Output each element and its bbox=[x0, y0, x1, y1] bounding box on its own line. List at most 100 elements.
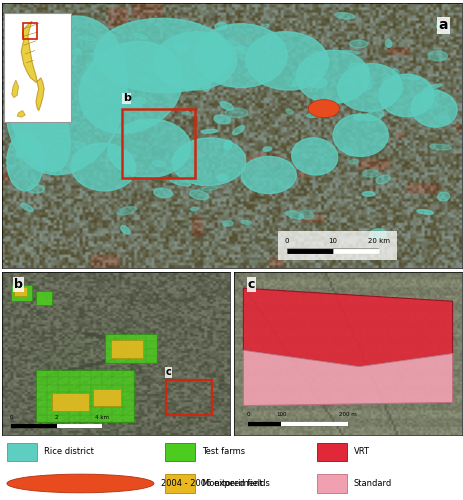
Text: a: a bbox=[438, 18, 447, 32]
Bar bbox=[23, 24, 37, 38]
Text: Monitored fields: Monitored fields bbox=[202, 479, 269, 488]
Circle shape bbox=[307, 100, 339, 117]
Ellipse shape bbox=[90, 52, 106, 56]
Ellipse shape bbox=[217, 174, 227, 181]
Ellipse shape bbox=[362, 170, 378, 177]
Text: Standard: Standard bbox=[353, 479, 391, 488]
Ellipse shape bbox=[127, 102, 142, 108]
Polygon shape bbox=[21, 21, 44, 110]
Ellipse shape bbox=[6, 16, 127, 174]
Text: 0: 0 bbox=[284, 238, 289, 244]
Ellipse shape bbox=[141, 64, 154, 72]
Text: VRT: VRT bbox=[353, 448, 369, 456]
Ellipse shape bbox=[262, 147, 271, 152]
Ellipse shape bbox=[8, 72, 70, 172]
Ellipse shape bbox=[332, 114, 388, 156]
Ellipse shape bbox=[27, 184, 44, 193]
Ellipse shape bbox=[169, 178, 190, 186]
Ellipse shape bbox=[224, 140, 231, 150]
Text: 200 m: 200 m bbox=[338, 412, 356, 417]
Text: 100: 100 bbox=[275, 412, 286, 417]
Ellipse shape bbox=[219, 102, 233, 110]
Ellipse shape bbox=[108, 120, 190, 178]
Ellipse shape bbox=[63, 57, 75, 62]
Ellipse shape bbox=[241, 156, 296, 194]
Bar bbox=[316, 442, 346, 462]
Ellipse shape bbox=[48, 78, 62, 88]
Ellipse shape bbox=[334, 12, 354, 19]
Text: c: c bbox=[247, 278, 255, 291]
Ellipse shape bbox=[88, 84, 100, 89]
Ellipse shape bbox=[128, 97, 146, 106]
Ellipse shape bbox=[363, 110, 383, 120]
Polygon shape bbox=[52, 392, 88, 410]
Ellipse shape bbox=[349, 160, 358, 164]
Ellipse shape bbox=[225, 108, 247, 118]
Ellipse shape bbox=[384, 40, 391, 48]
Ellipse shape bbox=[182, 78, 193, 84]
Ellipse shape bbox=[142, 76, 151, 84]
Ellipse shape bbox=[433, 115, 449, 124]
Ellipse shape bbox=[174, 43, 189, 52]
Ellipse shape bbox=[245, 32, 328, 90]
Ellipse shape bbox=[71, 143, 135, 191]
Ellipse shape bbox=[79, 42, 182, 134]
Text: Rice district: Rice district bbox=[44, 448, 94, 456]
Ellipse shape bbox=[337, 64, 401, 112]
Ellipse shape bbox=[391, 68, 398, 75]
Bar bbox=[121, 108, 195, 178]
Ellipse shape bbox=[234, 46, 245, 50]
Ellipse shape bbox=[16, 151, 22, 158]
Ellipse shape bbox=[181, 112, 190, 114]
Ellipse shape bbox=[172, 138, 245, 186]
Text: c: c bbox=[165, 367, 171, 377]
Bar bbox=[165, 442, 195, 462]
Polygon shape bbox=[17, 110, 25, 117]
Ellipse shape bbox=[349, 40, 367, 48]
Ellipse shape bbox=[190, 207, 198, 210]
Ellipse shape bbox=[200, 36, 214, 43]
Ellipse shape bbox=[213, 115, 230, 124]
Ellipse shape bbox=[201, 186, 217, 190]
Ellipse shape bbox=[307, 78, 326, 88]
Text: Test farms: Test farms bbox=[202, 448, 245, 456]
Polygon shape bbox=[12, 80, 19, 98]
Ellipse shape bbox=[292, 76, 300, 86]
Ellipse shape bbox=[232, 126, 244, 134]
Ellipse shape bbox=[306, 113, 320, 117]
Ellipse shape bbox=[410, 90, 456, 127]
Ellipse shape bbox=[120, 226, 130, 234]
Text: 4 km: 4 km bbox=[95, 414, 109, 420]
Ellipse shape bbox=[260, 24, 269, 28]
Ellipse shape bbox=[408, 77, 418, 80]
Ellipse shape bbox=[369, 229, 385, 238]
Text: 20 km: 20 km bbox=[367, 238, 389, 244]
Ellipse shape bbox=[353, 115, 364, 120]
Bar bbox=[316, 474, 346, 493]
Polygon shape bbox=[93, 390, 120, 406]
Ellipse shape bbox=[348, 63, 368, 73]
Ellipse shape bbox=[285, 211, 303, 219]
Text: b: b bbox=[14, 278, 23, 291]
Ellipse shape bbox=[375, 175, 389, 184]
Ellipse shape bbox=[299, 210, 313, 220]
Ellipse shape bbox=[362, 192, 374, 196]
Text: b: b bbox=[122, 94, 130, 104]
Ellipse shape bbox=[201, 130, 217, 133]
Ellipse shape bbox=[189, 190, 208, 200]
Ellipse shape bbox=[73, 49, 81, 54]
Ellipse shape bbox=[226, 46, 245, 54]
Ellipse shape bbox=[75, 142, 85, 149]
Ellipse shape bbox=[7, 132, 44, 191]
Ellipse shape bbox=[427, 51, 446, 61]
Ellipse shape bbox=[136, 120, 144, 124]
Text: 0: 0 bbox=[246, 412, 249, 417]
Polygon shape bbox=[111, 340, 143, 358]
Ellipse shape bbox=[117, 206, 136, 215]
Ellipse shape bbox=[417, 99, 437, 109]
Ellipse shape bbox=[241, 220, 251, 224]
Ellipse shape bbox=[361, 80, 371, 90]
Polygon shape bbox=[105, 334, 156, 363]
Bar bbox=[277, 230, 396, 260]
Ellipse shape bbox=[153, 188, 172, 198]
